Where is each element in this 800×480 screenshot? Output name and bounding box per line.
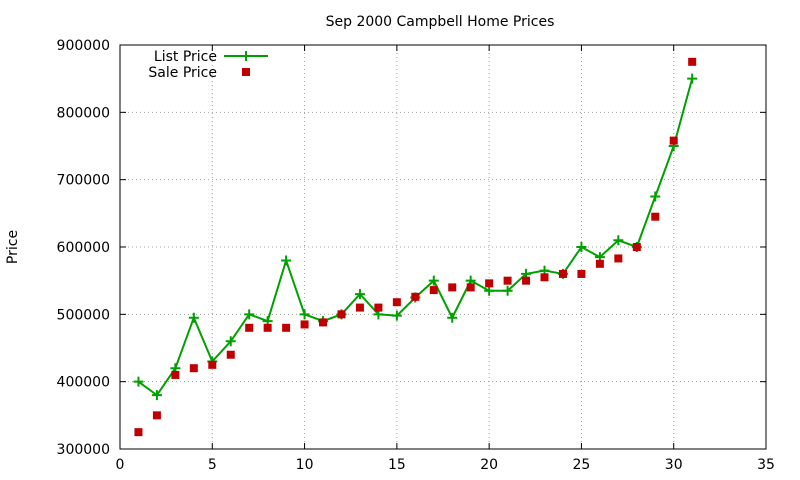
data-point — [669, 136, 678, 145]
data-point — [448, 283, 457, 292]
data-point — [171, 370, 180, 379]
data-point — [151, 390, 162, 401]
data-point — [244, 309, 255, 320]
data-point — [354, 289, 365, 300]
series-layer — [133, 57, 698, 437]
data-point — [484, 285, 495, 296]
data-point — [134, 428, 143, 437]
x-tick-label: 0 — [116, 457, 125, 473]
legend-label-sale-price: Sale Price — [148, 65, 217, 81]
data-point — [299, 309, 310, 320]
data-point — [651, 212, 660, 221]
data-point — [502, 285, 513, 296]
data-point — [355, 303, 364, 312]
y-tick-label: 800000 — [57, 105, 110, 121]
x-tick-label: 30 — [665, 457, 683, 473]
y-tick-label: 700000 — [57, 173, 110, 189]
legend-label-list-price: List Price — [154, 49, 217, 65]
grid — [120, 45, 766, 449]
data-point — [466, 283, 475, 292]
data-point — [152, 411, 161, 420]
data-point — [391, 310, 402, 321]
data-point — [429, 286, 438, 295]
data-point — [522, 276, 531, 285]
data-point — [300, 320, 309, 329]
x-tick-label: 15 — [388, 457, 406, 473]
data-point — [225, 336, 236, 347]
data-point — [319, 318, 328, 327]
data-point — [189, 364, 198, 373]
axis-ticks: 0 5 10 15 20 25 30 35 300000 400000 500000 600000 70… — [57, 38, 775, 473]
data-point — [281, 255, 292, 266]
data-point — [282, 323, 291, 332]
data-point — [688, 57, 697, 66]
legend-sample-marker — [242, 68, 250, 76]
data-point — [337, 310, 346, 319]
y-tick-label: 300000 — [57, 442, 110, 458]
data-point — [188, 312, 199, 323]
chart-title: Sep 2000 Campbell Home Prices — [326, 14, 555, 30]
series-sale-price — [134, 57, 697, 437]
legend-sample-marker — [241, 51, 251, 61]
data-point — [503, 276, 512, 285]
data-point — [411, 292, 420, 301]
data-point — [540, 273, 549, 282]
data-point — [576, 242, 587, 252]
legend: List Price Sale Price — [148, 49, 268, 81]
data-point — [263, 323, 272, 332]
data-point — [245, 323, 254, 332]
x-tick-label: 35 — [757, 457, 775, 473]
data-point — [558, 269, 567, 278]
data-point — [208, 360, 217, 369]
data-point — [595, 259, 604, 268]
y-tick-label: 600000 — [57, 240, 110, 256]
data-point — [133, 376, 144, 387]
y-tick-label: 500000 — [57, 307, 110, 323]
data-point — [687, 73, 698, 84]
x-tick-label: 20 — [480, 457, 498, 473]
data-point — [226, 350, 235, 359]
data-point — [632, 243, 641, 251]
y-tick-label: 400000 — [57, 375, 110, 391]
data-point — [447, 312, 458, 323]
data-point — [392, 298, 401, 307]
data-point — [650, 191, 661, 202]
data-point — [613, 235, 624, 246]
data-point — [614, 254, 623, 263]
x-tick-label: 10 — [296, 457, 314, 473]
data-point — [577, 269, 586, 278]
data-point — [374, 303, 383, 312]
y-tick-label: 900000 — [57, 38, 110, 54]
x-tick-label: 5 — [208, 457, 217, 473]
data-point — [428, 275, 439, 286]
y-axis-title: Price — [5, 230, 21, 264]
x-tick-label: 25 — [573, 457, 591, 473]
data-point — [485, 279, 494, 288]
